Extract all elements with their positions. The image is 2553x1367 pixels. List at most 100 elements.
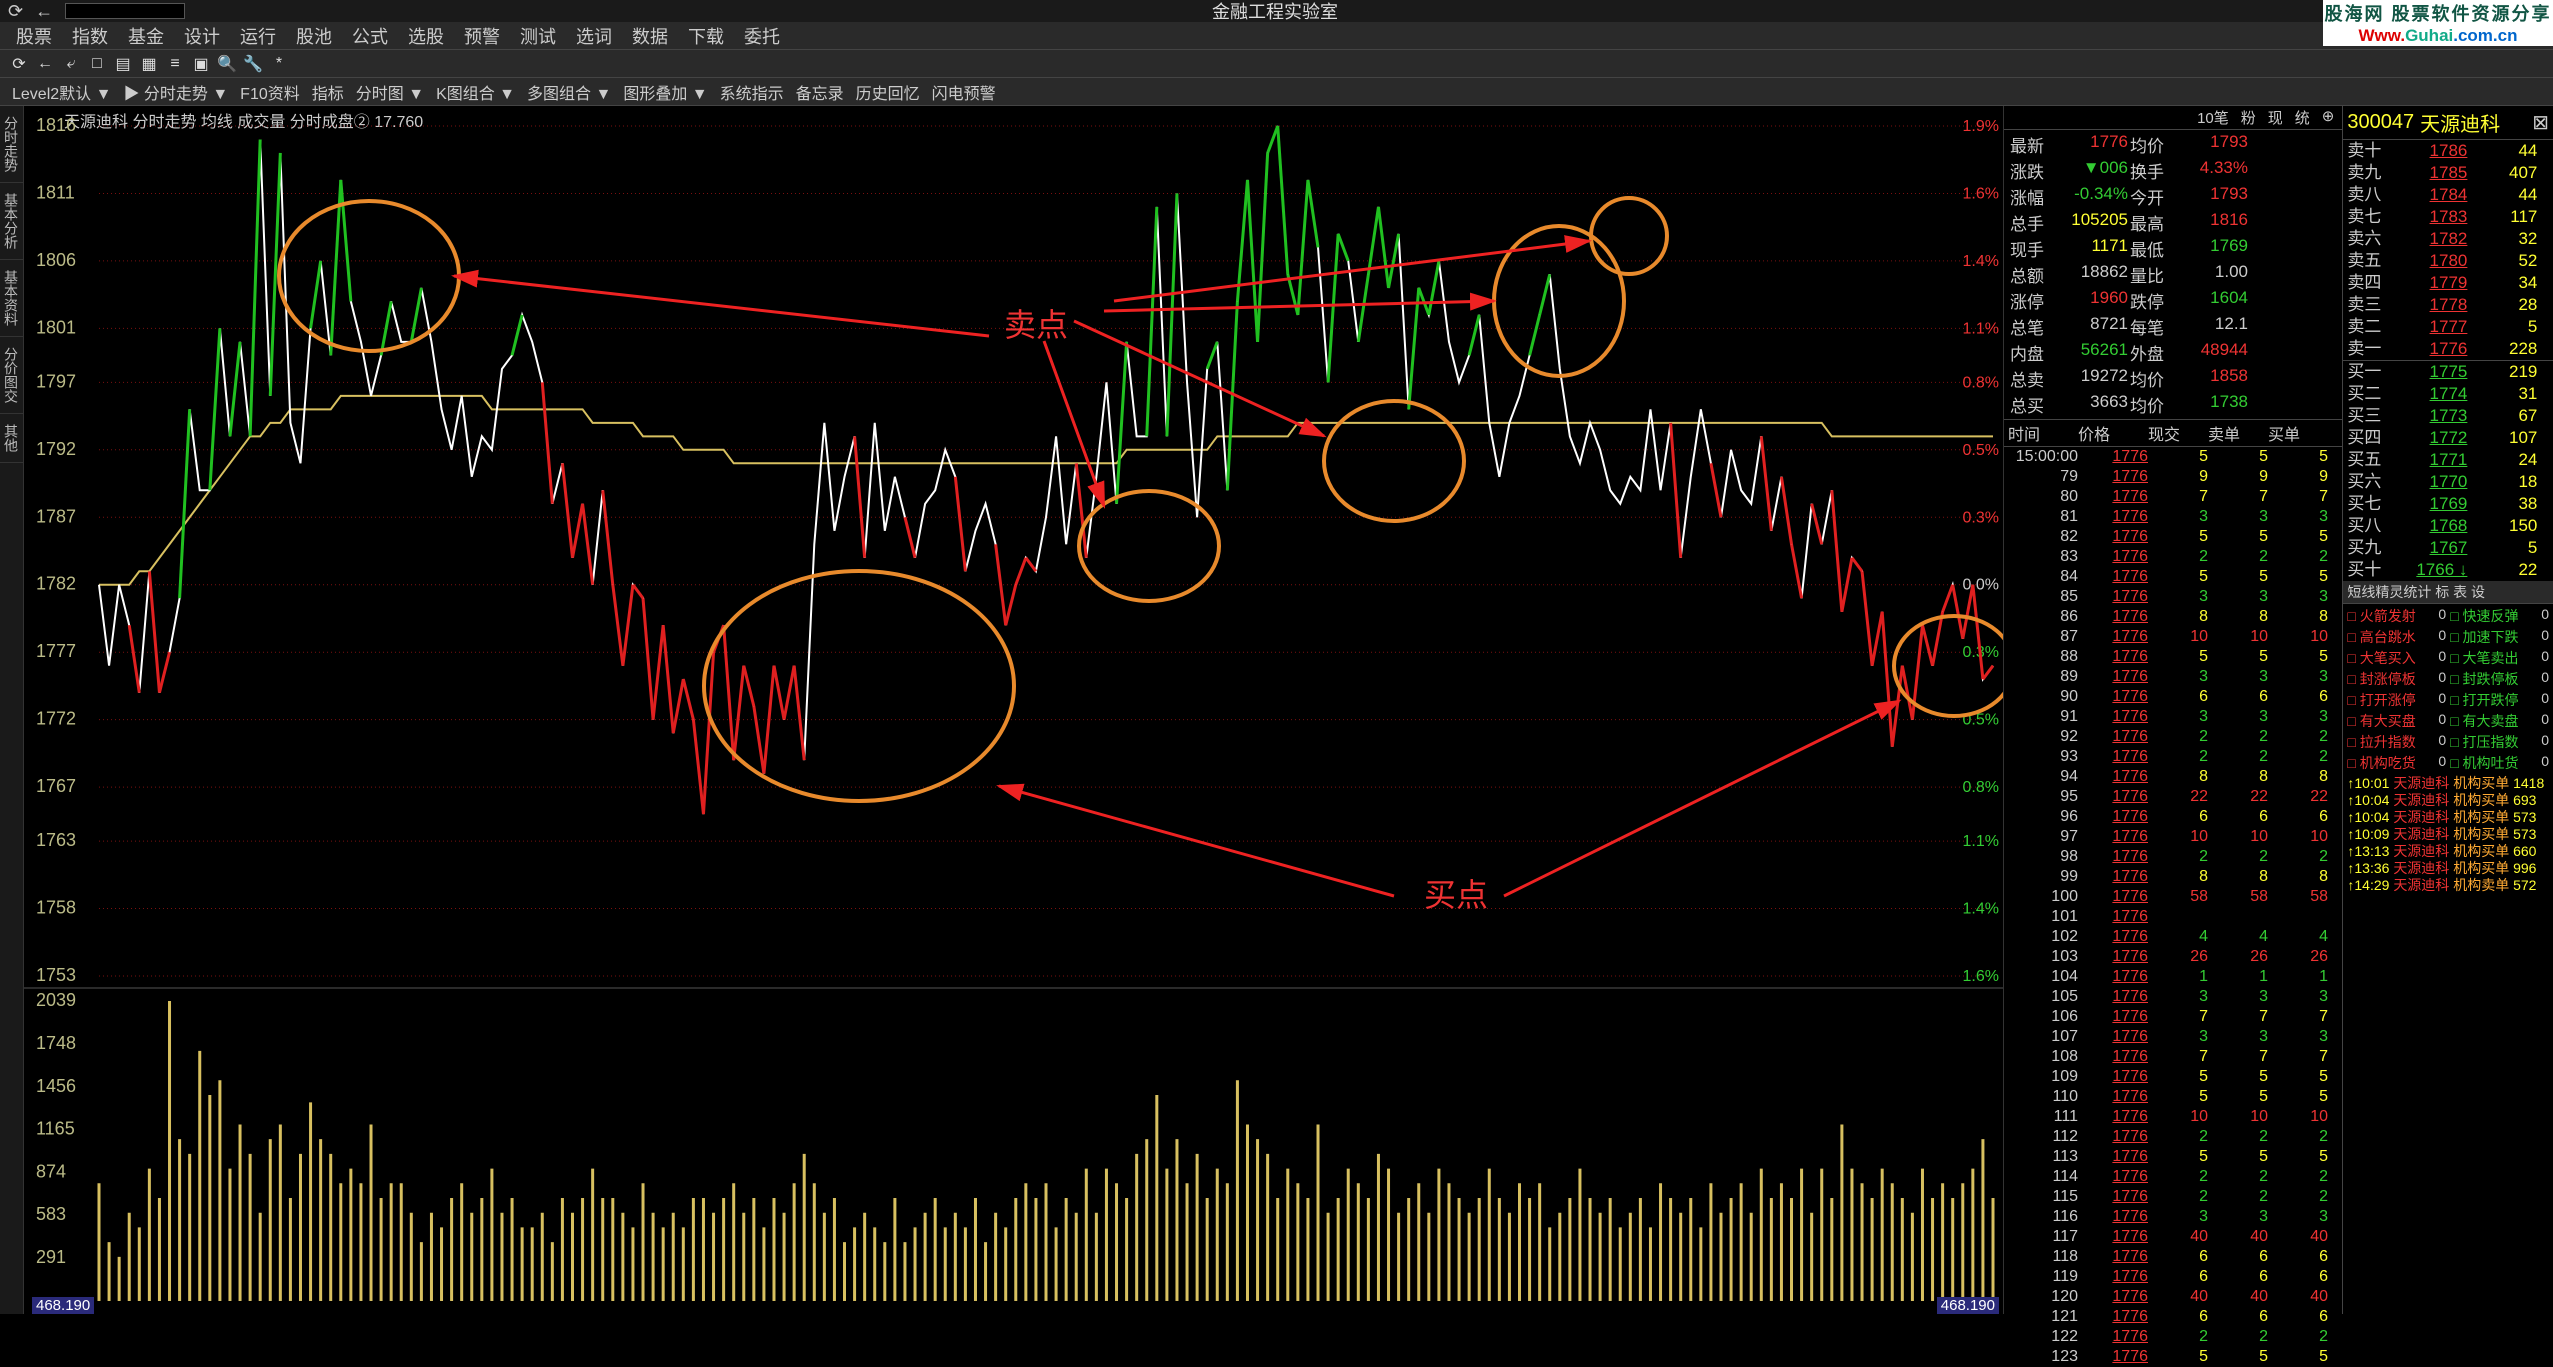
titlebar: ⟳ ← 金融工程实验室 文件工具常用线 bbox=[0, 0, 2553, 22]
flag-log-row: ↑10:04 天源迪科 机构买单 573 bbox=[2343, 809, 2553, 826]
submenu-item[interactable]: 指标 bbox=[306, 78, 350, 106]
left-sidebar: 分时走势 基本分析 基本资料 分价图交 其他 bbox=[0, 106, 24, 1314]
main: 分时走势 基本分析 基本资料 分价图交 其他 天源迪科 分时走势 均线 成交量 … bbox=[0, 106, 2553, 1314]
submenu-item[interactable]: Level2默认 ▼ bbox=[6, 78, 117, 106]
submenu-item[interactable]: 备忘录 bbox=[790, 78, 850, 106]
right-tab[interactable]: 10笔 bbox=[2193, 107, 2233, 128]
search-input[interactable] bbox=[65, 3, 185, 19]
flag-item: □ 大笔买入0 bbox=[2347, 648, 2446, 668]
right-tab[interactable]: 统 bbox=[2291, 107, 2314, 128]
flag-item: □ 快速反弹0 bbox=[2450, 606, 2549, 626]
tick-row: 1181776666 bbox=[2004, 1247, 2342, 1267]
toolbar: ⟳←⤶□▤▦≡▣🔍🔧* bbox=[0, 50, 2553, 78]
menu-item[interactable]: 设计 bbox=[174, 21, 230, 51]
svg-text:1792: 1792 bbox=[36, 439, 76, 459]
left-tab[interactable]: 其他 bbox=[0, 414, 23, 463]
flag-item: □ 火箭发射0 bbox=[2347, 606, 2446, 626]
order-book: 卖十178644卖九1785407卖八178444卖七1783117卖六1782… bbox=[2343, 140, 2553, 581]
menu-item[interactable]: 数据 bbox=[622, 21, 678, 51]
menu-item[interactable]: 委托 bbox=[734, 21, 790, 51]
right-panel: 10笔粉现统⊕ 最新1776均价1793涨跌▼006换手4.33%涨幅-0.34… bbox=[2003, 106, 2553, 1314]
menu-item[interactable]: 指数 bbox=[62, 21, 118, 51]
tick-row: 1221776222 bbox=[2004, 1327, 2342, 1347]
tick-hdr-cell: 时间 bbox=[2008, 421, 2078, 445]
svg-text:1816: 1816 bbox=[36, 115, 76, 135]
toolbar-icon[interactable]: 🔍 bbox=[216, 53, 238, 75]
left-tab[interactable]: 基本资料 bbox=[0, 260, 23, 337]
quote-label: 现手 bbox=[2010, 236, 2056, 261]
svg-text:2039: 2039 bbox=[36, 990, 76, 1010]
quote-label: 均价 bbox=[2130, 132, 2176, 157]
flags-log: ↑10:01 天源迪科 机构买单 1418↑10:04 天源迪科 机构买单 69… bbox=[2343, 775, 2553, 894]
submenu-item[interactable]: 系统指示 bbox=[714, 78, 790, 106]
menu-item[interactable]: 选词 bbox=[566, 21, 622, 51]
submenu-item[interactable]: 闪电预警 bbox=[926, 78, 1002, 106]
left-tab[interactable]: 分价图交 bbox=[0, 337, 23, 414]
submenu-item[interactable]: 分时图 ▼ bbox=[350, 78, 430, 106]
toolbar-icon[interactable]: □ bbox=[86, 53, 108, 75]
left-tab[interactable]: 基本分析 bbox=[0, 183, 23, 260]
toolbar-icon[interactable]: ▦ bbox=[138, 53, 160, 75]
submenu-item[interactable]: 历史回忆 bbox=[850, 78, 926, 106]
submenu-item[interactable]: K图组合 ▼ bbox=[430, 78, 521, 106]
quote-value: 1171 bbox=[2058, 236, 2128, 261]
submenu-item[interactable]: ▶ 分时走势 ▼ bbox=[117, 78, 234, 106]
left-tab[interactable]: 分时走势 bbox=[0, 106, 23, 183]
quote-value: ▼006 bbox=[2058, 158, 2128, 183]
orderbook-row: 买九17675 bbox=[2343, 537, 2553, 559]
tick-header: 时间价格现交卖单买单 bbox=[2004, 419, 2342, 447]
quote-label: 涨幅 bbox=[2010, 184, 2056, 209]
tick-row: 841776555 bbox=[2004, 567, 2342, 587]
quote-value: 1.00 bbox=[2178, 262, 2248, 287]
menu-item[interactable]: 测试 bbox=[510, 21, 566, 51]
toolbar-icon[interactable]: 🔧 bbox=[242, 53, 264, 75]
menu-item[interactable]: 股池 bbox=[286, 21, 342, 51]
tick-row: 1081776777 bbox=[2004, 1047, 2342, 1067]
quote-label: 换手 bbox=[2130, 158, 2176, 183]
submenu-item[interactable]: F10资料 bbox=[234, 78, 306, 106]
tick-row: 931776222 bbox=[2004, 747, 2342, 767]
close-icon[interactable]: ⊠ bbox=[2532, 110, 2549, 135]
intraday-chart[interactable]: 1816181118061801179717921787178217771772… bbox=[24, 106, 2003, 1314]
svg-text:0.3%: 0.3% bbox=[1963, 509, 1999, 526]
right-tab[interactable]: 现 bbox=[2264, 107, 2287, 128]
menu-item[interactable]: 下载 bbox=[678, 21, 734, 51]
right-tab[interactable]: 粉 bbox=[2237, 107, 2260, 128]
menu-item[interactable]: 股票 bbox=[6, 21, 62, 51]
flag-item: □ 打开跌停0 bbox=[2450, 690, 2549, 710]
menu-item[interactable]: 公式 bbox=[342, 21, 398, 51]
toolbar-icon[interactable]: ▣ bbox=[190, 53, 212, 75]
quote-label: 均价 bbox=[2130, 366, 2176, 391]
quote-value: 1738 bbox=[2178, 392, 2248, 417]
submenu-item[interactable]: 图形叠加 ▼ bbox=[617, 78, 713, 106]
toolbar-icon[interactable]: ← bbox=[34, 53, 56, 75]
toolbar-icon[interactable]: * bbox=[268, 53, 290, 75]
quote-value: 48944 bbox=[2178, 340, 2248, 365]
flag-item: □ 机构吐货0 bbox=[2450, 753, 2549, 773]
menu-item[interactable]: 基金 bbox=[118, 21, 174, 51]
svg-text:1787: 1787 bbox=[36, 506, 76, 526]
menu-item[interactable]: 预警 bbox=[454, 21, 510, 51]
svg-text:0.0%: 0.0% bbox=[1963, 577, 1999, 594]
tick-row: 1011776 bbox=[2004, 907, 2342, 927]
menu-item[interactable]: 选股 bbox=[398, 21, 454, 51]
tick-row: 1201776404040 bbox=[2004, 1287, 2342, 1307]
toolbar-icon[interactable]: ▤ bbox=[112, 53, 134, 75]
tick-row: 1051776333 bbox=[2004, 987, 2342, 1007]
toolbar-icon[interactable]: ⟳ bbox=[8, 53, 30, 75]
quote-label: 量比 bbox=[2130, 262, 2176, 287]
back-icon[interactable]: ← bbox=[35, 1, 53, 22]
orderbook-row: 买十1766 ↓22 bbox=[2343, 559, 2553, 581]
tick-row: 791776999 bbox=[2004, 467, 2342, 487]
toolbar-icon[interactable]: ≡ bbox=[164, 53, 186, 75]
submenu-item[interactable]: 多图组合 ▼ bbox=[521, 78, 617, 106]
refresh-icon[interactable]: ⟳ bbox=[8, 1, 23, 22]
orderbook-row: 买二177431 bbox=[2343, 383, 2553, 405]
right-tab[interactable]: ⊕ bbox=[2318, 107, 2339, 128]
quote-label: 最低 bbox=[2130, 236, 2176, 261]
tick-row: 1211776666 bbox=[2004, 1307, 2342, 1327]
tick-row: 971776101010 bbox=[2004, 827, 2342, 847]
svg-text:0.8%: 0.8% bbox=[1963, 374, 1999, 391]
menu-item[interactable]: 运行 bbox=[230, 21, 286, 51]
toolbar-icon[interactable]: ⤶ bbox=[60, 53, 82, 75]
